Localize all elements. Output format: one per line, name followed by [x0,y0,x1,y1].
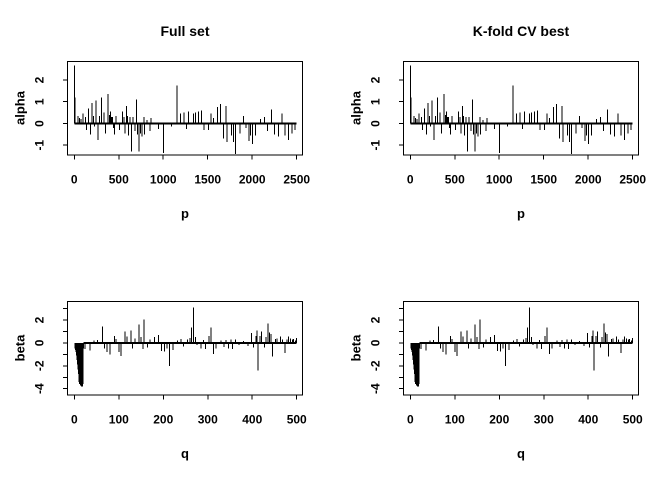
svg-text:0: 0 [369,339,383,346]
svg-text:1: 1 [369,98,383,105]
svg-text:0: 0 [71,173,78,187]
svg-text:500: 500 [109,173,129,187]
svg-text:0: 0 [369,120,383,127]
svg-text:2: 2 [369,316,383,323]
svg-text:2000: 2000 [575,173,602,187]
svg-text:200: 200 [153,413,173,427]
y-axis: -4 -2 0 2 [369,308,404,394]
svg-text:-1: -1 [369,140,383,151]
x-axis: 0 500 1000 1500 2000 2500 [71,155,310,187]
x-axis-label: q [181,446,189,461]
spikes [409,65,632,154]
svg-text:400: 400 [242,413,262,427]
spike-plot: 0 500 1000 1500 2000 2500 -1 0 1 2 [369,61,646,187]
y-axis: -4 -2 0 2 [33,308,68,394]
svg-text:0: 0 [407,413,414,427]
panel-full-set-alpha: 0 500 1000 1500 2000 2500 -1 0 1 2 Full set alpha… [0,0,336,240]
x-axis-label: q [517,446,525,461]
x-axis-label: p [517,206,525,221]
svg-text:0: 0 [407,173,414,187]
panel-kfold-cv-best-beta: 0 100 200 300 400 500 -4 -2 0 2 beta q [336,240,672,480]
svg-text:1500: 1500 [530,173,557,187]
panel-kfold-cv-best-alpha: 0 500 1000 1500 2000 2500 -1 0 1 2 K-fold CV best… [336,0,672,240]
y-axis-label: beta [12,334,28,362]
plot-box [403,301,639,396]
svg-text:2: 2 [369,76,383,83]
svg-text:2500: 2500 [283,173,310,187]
spike-plot: 0 100 200 300 400 500 -4 -2 0 2 [33,301,307,427]
panel-full-set-beta: 0 100 200 300 400 500 -4 -2 0 2 beta q [0,240,336,480]
svg-text:2: 2 [33,316,47,323]
svg-text:-2: -2 [33,360,47,371]
svg-text:100: 100 [109,413,129,427]
y-axis: -1 0 1 2 [33,76,68,151]
svg-text:300: 300 [198,413,218,427]
panel-title [67,262,303,280]
svg-text:100: 100 [445,413,465,427]
y-axis-label: beta [348,334,364,362]
panel-title: K-fold CV best [472,23,570,39]
svg-text:0: 0 [71,413,78,427]
svg-text:-1: -1 [33,140,47,151]
svg-text:2500: 2500 [619,173,646,187]
spike-plot: 0 500 1000 1500 2000 2500 -1 0 1 2 [33,61,310,187]
svg-text:-4: -4 [369,383,383,394]
svg-text:1500: 1500 [194,173,221,187]
svg-text:500: 500 [445,173,465,187]
spikes [410,307,634,387]
svg-text:0: 0 [33,120,47,127]
svg-text:1: 1 [33,98,47,105]
panel-title [403,262,639,280]
svg-text:1000: 1000 [150,173,177,187]
svg-text:0: 0 [33,339,47,346]
svg-text:-4: -4 [33,383,47,394]
y-axis-label: alpha [348,91,364,125]
svg-text:2000: 2000 [239,173,266,187]
spikes [73,65,296,154]
svg-text:500: 500 [623,413,643,427]
x-axis: 0 100 200 300 400 500 [407,395,643,427]
plot-box [67,61,303,156]
y-axis: -1 0 1 2 [369,76,404,151]
x-axis: 0 100 200 300 400 500 [71,395,307,427]
svg-text:200: 200 [489,413,509,427]
y-axis-label: alpha [12,91,28,125]
svg-text:300: 300 [534,413,554,427]
panel-title: Full set [160,23,210,39]
svg-text:400: 400 [578,413,598,427]
plot-box [67,301,303,396]
x-axis-label: p [181,206,189,221]
spike-plot: 0 100 200 300 400 500 -4 -2 0 2 [369,301,643,427]
svg-text:1000: 1000 [486,173,513,187]
spikes [74,307,298,387]
x-axis: 0 500 1000 1500 2000 2500 [407,155,646,187]
svg-text:2: 2 [33,76,47,83]
svg-text:-2: -2 [369,360,383,371]
plot-box [403,61,639,156]
svg-text:500: 500 [287,413,307,427]
